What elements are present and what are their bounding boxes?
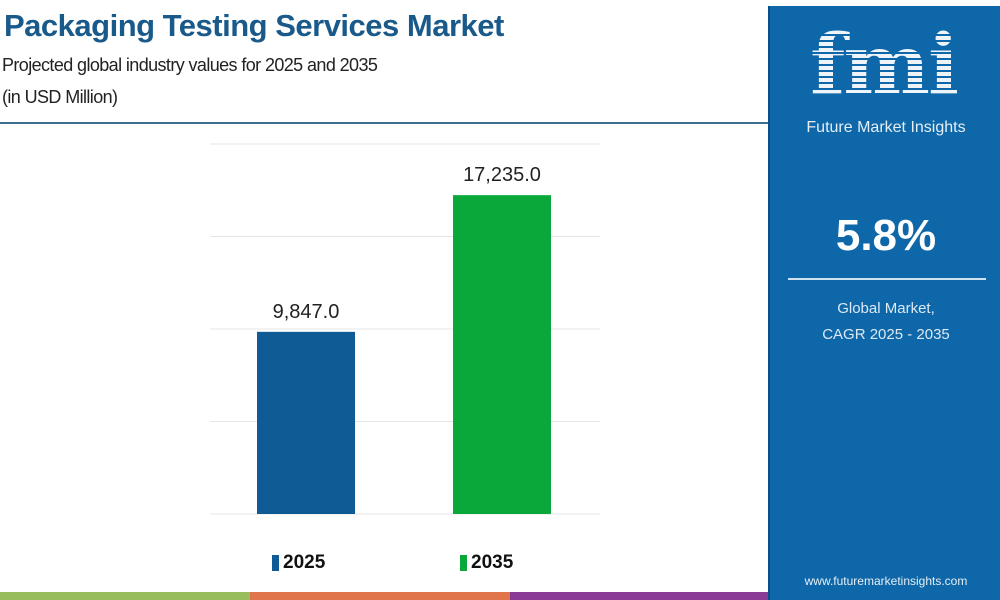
cagr-value: 5.8% (835, 211, 937, 260)
chart-title: Packaging Testing Services Market (4, 8, 504, 43)
website-link[interactable]: www.futuremarketinsights.com (804, 574, 968, 588)
legend-label: 2025 (283, 552, 326, 573)
cagr-label-line2: CAGR 2025 - 2035 (822, 326, 950, 343)
cagr-label-line1: Global Market, (837, 300, 935, 317)
brand-name: Future Market Insights (806, 119, 966, 136)
divider (788, 278, 986, 280)
footer-stripe-green (0, 592, 250, 600)
data-label-2035: 17,235.0 (463, 164, 541, 186)
legend-swatch (460, 555, 467, 571)
cagr-label: Global Market, CAGR 2025 - 2035 (770, 296, 1000, 348)
bar-chart: 9,847.0 17,235.0 (210, 143, 600, 515)
legend-item-2035: 2035 (460, 552, 513, 574)
legend-swatch (272, 555, 279, 571)
fmi-logo: fmi (810, 17, 959, 113)
sidebar-panel: fmi Future Market Insights 5.8% Global M… (768, 6, 1000, 600)
footer-stripe-orange (250, 592, 510, 600)
data-label-2025: 9,847.0 (273, 301, 340, 323)
unit-label: (in USD Million) (2, 87, 118, 107)
footer-stripe-purple (510, 592, 768, 600)
bar-2035 (453, 195, 551, 514)
divider (0, 122, 768, 124)
legend-item-2025: 2025 (272, 552, 325, 574)
bar-2025 (257, 331, 355, 514)
legend-label: 2035 (471, 552, 514, 573)
chart-subtitle: Projected global industry values for 202… (2, 55, 378, 75)
